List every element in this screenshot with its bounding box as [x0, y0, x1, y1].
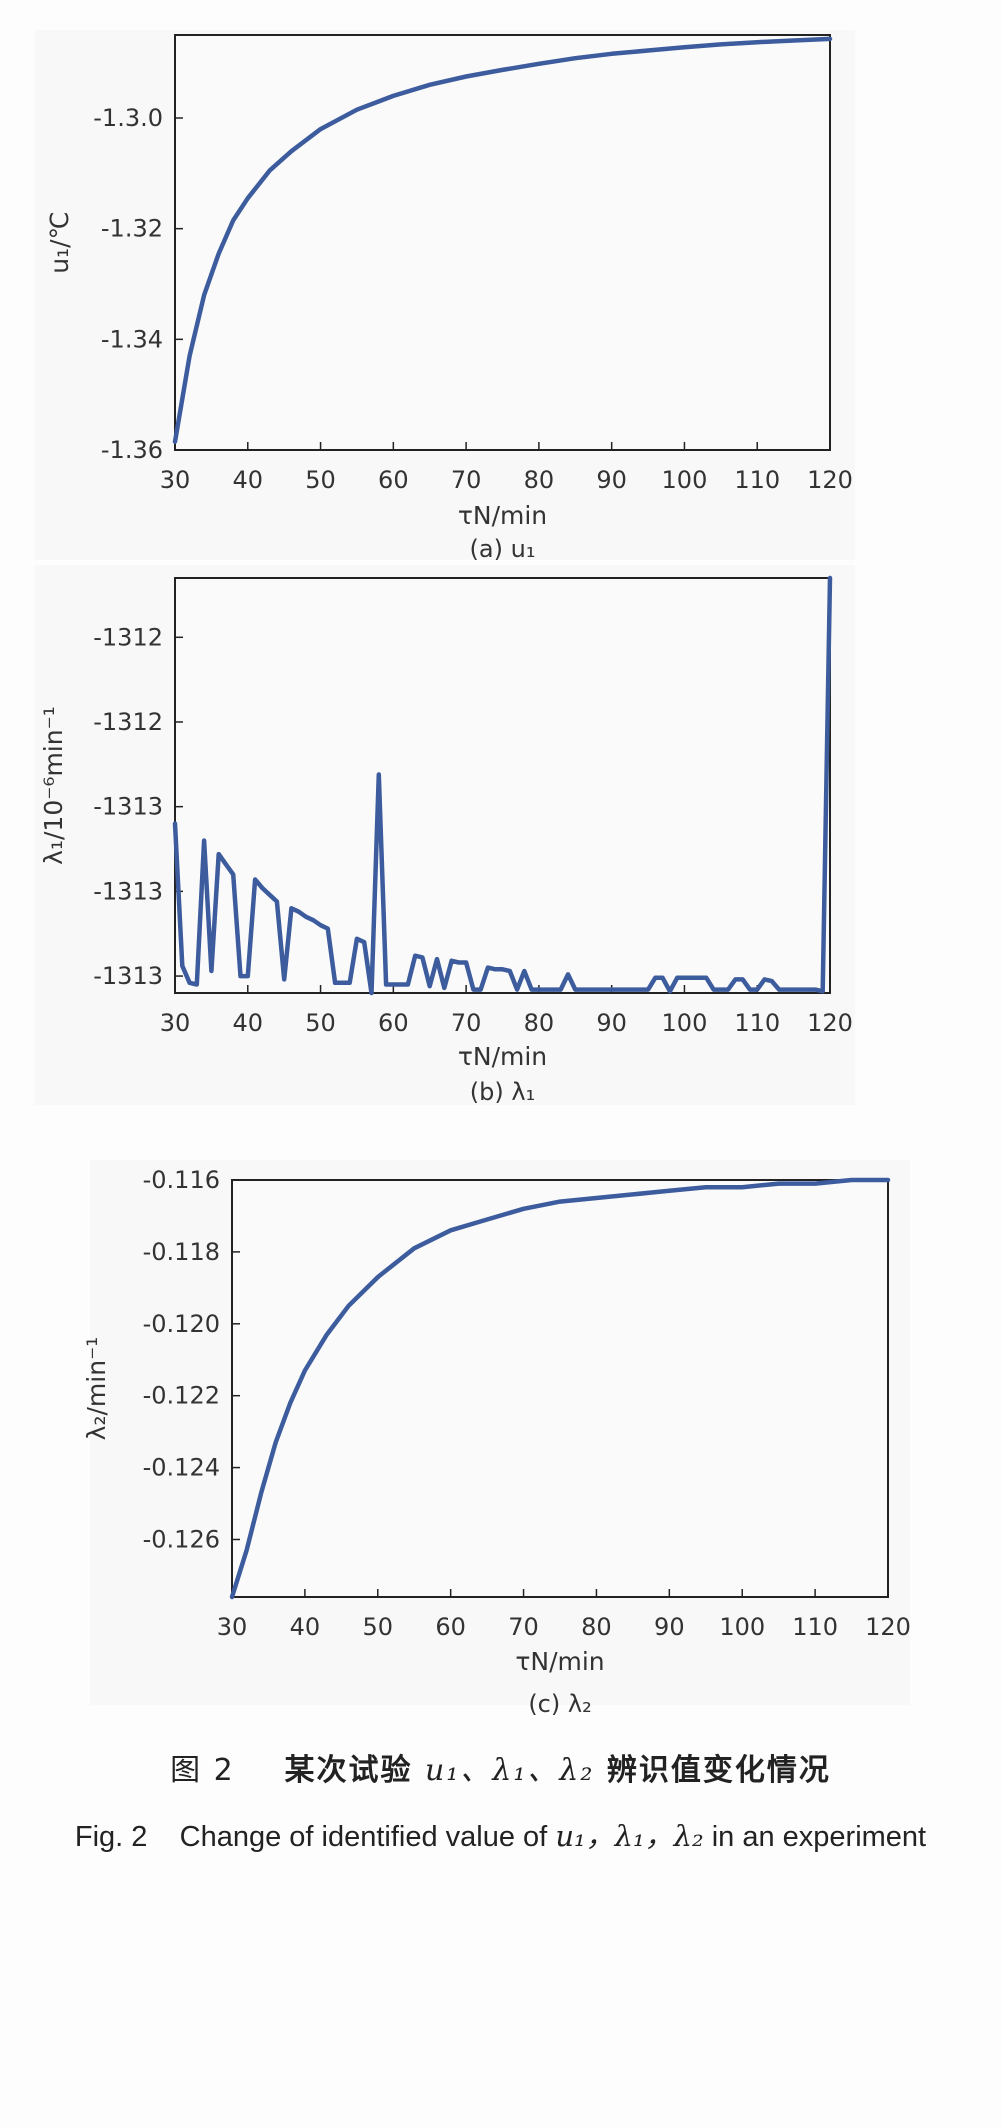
panel-a-plot-frame [174, 34, 831, 451]
panel-a-x-tick-label: 100 [662, 466, 708, 494]
caption-en-prefix: Fig. 2 [74, 1821, 148, 1853]
caption-en-vars: u₁，λ₁，λ₂ [555, 1819, 704, 1853]
panel-b-x-tick-label: 30 [160, 1009, 191, 1037]
panel-b-y-tick-label: -1313 [93, 962, 163, 990]
panel-b-x-tick-label: 90 [596, 1009, 627, 1037]
panel-a-x-tick-label: 50 [305, 466, 336, 494]
panel-c-y-tick-label: -0.120 [143, 1310, 220, 1338]
panel-b-x-tick-label: 40 [233, 1009, 264, 1037]
caption-cn-vars: u₁、λ₁、λ₂ [424, 1753, 595, 1788]
panel-a-x-axis-label: τN/min [458, 501, 547, 530]
panel-c-caption: (c) λ₂ [528, 1690, 591, 1718]
panel-c-y-tick-label: -0.118 [143, 1238, 220, 1266]
panel-c-y-tick-label: -0.124 [143, 1454, 220, 1482]
panel-a-x-tick-label: 110 [734, 466, 780, 494]
panel-b-x-tick-label: 70 [451, 1009, 482, 1037]
panel-b-series-line [172, 575, 833, 996]
panel-a-y-tick-label: -1.3.0 [93, 104, 163, 132]
panel-b-x-axis-label: τN/min [458, 1042, 547, 1071]
panel-c-series-line [229, 1177, 891, 1600]
panel-c-x-axis-label: τN/min [515, 1647, 604, 1676]
figure-charts: 30 40 50 60 70 80 90 100 110 120 -1.36 -1.34 -1.32 -1… [39, 34, 911, 1718]
panel-b-x-tick-label: 110 [734, 1009, 780, 1037]
panel-c-x-tick-label: 110 [792, 1613, 838, 1641]
panel-a-x-tick-label: 120 [807, 466, 853, 494]
caption-cn-text: 某次试验 [284, 1753, 413, 1788]
panel-c-x-tick-label: 40 [290, 1613, 321, 1641]
panel-a-x-tick-label: 70 [451, 466, 482, 494]
panel-c-y-tick-label: -0.122 [143, 1382, 220, 1410]
panel-a-x-tick-label: 40 [233, 466, 264, 494]
panel-b-x-tick-label: 50 [305, 1009, 336, 1037]
panel-b-x-tick-label: 100 [662, 1009, 708, 1037]
panel-a-caption: (a) u₁ [470, 535, 536, 563]
panel-c-y-tick-label: -0.126 [143, 1525, 220, 1553]
panel-a-x-tick-label: 80 [524, 466, 555, 494]
panel-b-caption: (b) λ₁ [470, 1078, 535, 1106]
panel-a-y-tick-label: -1.36 [101, 436, 163, 464]
panel-b-x-tick-label: 120 [807, 1009, 853, 1037]
panel-a-x-tick-label: 30 [160, 466, 191, 494]
panel-c-x-tick-label: 100 [719, 1613, 765, 1641]
panel-c-x-tick-label: 50 [363, 1613, 394, 1641]
panel-b-y-tick-label: -1312 [93, 623, 163, 651]
caption-cn-suffix: 辨识值变化情况 [606, 1753, 831, 1788]
panel-c-x-tick-label: 30 [217, 1613, 248, 1641]
panel-a-x-tick-label: 90 [596, 466, 627, 494]
panel-b-y-tick-label: -1312 [93, 708, 163, 736]
caption-en-text: Change of identified value of [179, 1821, 548, 1853]
panel-b-x-tick-label: 60 [378, 1009, 409, 1037]
panel-c-x-tick-label: 60 [435, 1613, 466, 1641]
panel-c-x-tick-label: 70 [508, 1613, 539, 1641]
panel-b-y-tick-label: -1313 [93, 877, 163, 905]
panel-c-y-axis-label: λ₂/min⁻¹ [82, 1337, 111, 1441]
panel-b-x-tick-label: 80 [524, 1009, 555, 1037]
panel-c-y-tick-label: -0.116 [143, 1166, 220, 1194]
caption-cn-prefix: 图 2 [170, 1753, 235, 1788]
caption-en-suffix: in an experiment [711, 1821, 927, 1853]
panel-b-y-tick-label: -1313 [93, 793, 163, 821]
panel-a-y-axis-label: u₁/℃ [45, 211, 74, 273]
panel-a-x-tick-label: 60 [378, 466, 409, 494]
panel-b-plot-frame [174, 577, 831, 994]
panel-b-y-axis-label: λ₁/10⁻⁶min⁻¹ [39, 706, 68, 865]
panel-a-y-tick-label: -1.32 [101, 215, 163, 243]
caption-english: Fig. 2 Change of identified value of u₁，… [0, 1813, 1001, 1855]
panel-a-series-line [172, 36, 833, 444]
panel-a-y-tick-label: -1.34 [101, 325, 163, 353]
caption-chinese: 图 2 某次试验 u₁、λ₁、λ₂ 辨识值变化情况 [0, 1745, 1001, 1789]
panel-c-x-tick-label: 80 [581, 1613, 612, 1641]
panel-c-plot-frame [231, 1179, 889, 1598]
panel-c-x-tick-label: 120 [865, 1613, 911, 1641]
panel-c-x-tick-label: 90 [654, 1613, 685, 1641]
